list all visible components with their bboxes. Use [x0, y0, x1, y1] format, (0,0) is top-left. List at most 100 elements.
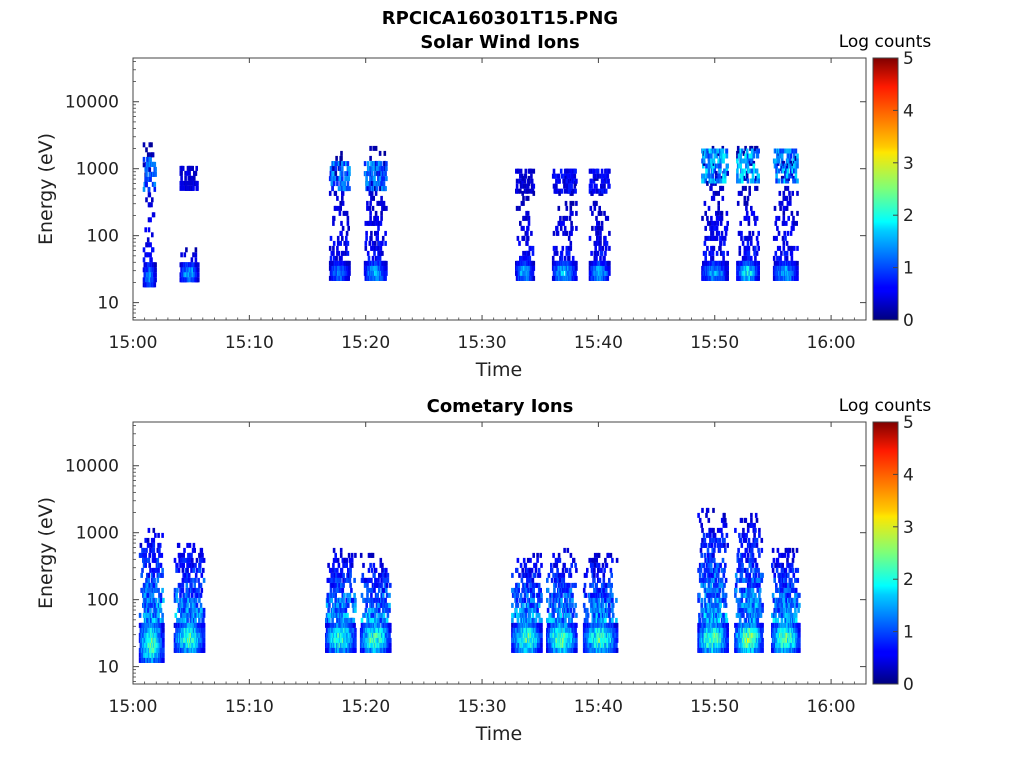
spectrogram-cell [341, 176, 344, 182]
spectrogram-cell [704, 178, 707, 184]
y-tick-label: 10000 [65, 93, 119, 113]
spectrogram-cell [796, 245, 799, 251]
spectrogram-cell [741, 240, 745, 246]
spectrogram-cell [373, 250, 376, 256]
spectrogram-cell [552, 572, 555, 578]
spectrogram-cell [597, 265, 601, 271]
spectrogram-cell [202, 632, 206, 638]
spectrogram-cell [741, 265, 744, 271]
spectrogram-cell [774, 220, 778, 226]
spectrogram-cell [184, 170, 187, 176]
spectrogram-cell [161, 612, 164, 618]
spectrogram-cell [751, 230, 755, 236]
spectrogram-cell [608, 270, 611, 276]
spectrogram-cell [575, 612, 578, 618]
spectrogram-cell [328, 275, 332, 281]
spectrogram-cell [332, 562, 335, 568]
spectrogram-cell [777, 230, 781, 236]
spectrogram-cell [593, 597, 597, 603]
spectrogram-cell [556, 230, 560, 236]
spectrogram-cell [344, 607, 348, 613]
spectrogram-cell [346, 612, 349, 618]
spectrogram-cell [180, 252, 183, 258]
spectrogram-cell [515, 205, 519, 211]
spectrogram-cell [564, 627, 568, 633]
spectrogram-cell [527, 180, 531, 186]
spectrogram-cell [745, 245, 749, 251]
spectrogram-cell [742, 158, 746, 164]
spectrogram-cell [180, 175, 183, 181]
spectrogram-cell [341, 647, 345, 653]
spectrogram-cell [370, 567, 374, 573]
spectrogram-cell [342, 210, 346, 216]
spectrogram-cell [388, 607, 391, 613]
spectrogram-cell [780, 153, 784, 159]
spectrogram-cell [526, 602, 530, 608]
spectrogram-cell [376, 230, 379, 236]
spectrogram-cell [367, 632, 370, 638]
spectrogram-cell [177, 637, 181, 643]
spectrogram-cell [540, 622, 543, 628]
spectrogram-cell [723, 225, 727, 231]
spectrogram-cell [348, 186, 351, 192]
spectrogram-cell [331, 186, 334, 192]
spectrogram-cell [338, 260, 342, 266]
spectrogram-cell [148, 202, 152, 208]
spectrogram-cell [377, 612, 380, 618]
spectrogram-cell [755, 250, 759, 256]
spectrogram-cell [362, 647, 365, 653]
spectrogram-cell [348, 577, 352, 583]
spectrogram-cell [720, 215, 724, 221]
spectrogram-cell [540, 627, 543, 633]
spectrogram-cell [604, 178, 607, 184]
spectrogram-cell [382, 617, 386, 623]
spectrogram-cell [349, 572, 352, 578]
spectrogram-cell [590, 557, 594, 563]
spectrogram-cell [331, 617, 334, 623]
spectrogram-cell [590, 592, 594, 598]
spectrogram-cell [750, 145, 754, 151]
spectrogram-cell [334, 552, 337, 558]
spectrogram-cell [514, 587, 517, 593]
spectrogram-cell [565, 567, 569, 573]
spectrogram-cell [583, 582, 587, 588]
spectrogram-cell [553, 647, 556, 653]
spectrogram-cell [346, 220, 350, 226]
spectrogram-cell [158, 632, 161, 638]
spectrogram-cell [783, 178, 786, 184]
spectrogram-cell [592, 168, 596, 174]
spectrogram-cell [575, 275, 578, 281]
spectrogram-cell [519, 647, 522, 653]
spectrogram-cell [200, 572, 204, 578]
spectrogram-cell [593, 567, 596, 573]
spectrogram-cell [791, 148, 794, 154]
spectrogram-cell [524, 562, 528, 568]
spectrogram-cell [526, 195, 530, 201]
spectrogram-cell [571, 592, 574, 598]
spectrogram-cell [796, 265, 799, 271]
spectrogram-cell [149, 152, 152, 158]
spectrogram-cell [150, 647, 154, 653]
spectrogram-cell [785, 220, 788, 226]
spectrogram-cell [568, 632, 571, 638]
spectrogram-cell [190, 597, 193, 603]
spectrogram-cell [337, 562, 341, 568]
spectrogram-cell [373, 220, 376, 226]
spectrogram-cell [753, 215, 756, 221]
spectrogram-cell [194, 607, 197, 613]
spectrogram-cell [197, 272, 200, 278]
spectrogram-cell [713, 153, 716, 159]
spectrogram-cell [336, 175, 339, 181]
spectrogram-cell [592, 622, 595, 628]
spectrogram-cell [532, 597, 535, 603]
spectrogram-cell [515, 168, 518, 174]
spectrogram-cell [565, 602, 569, 608]
spectrogram-cell [793, 153, 796, 159]
spectrogram-cell [150, 602, 153, 608]
spectrogram-cell [552, 617, 555, 623]
spectrogram-cell [750, 168, 754, 174]
spectrogram-cell [153, 186, 157, 192]
spectrogram-cell [386, 577, 390, 583]
spectrogram-cell [751, 173, 755, 179]
spectrogram-cell [755, 168, 759, 174]
